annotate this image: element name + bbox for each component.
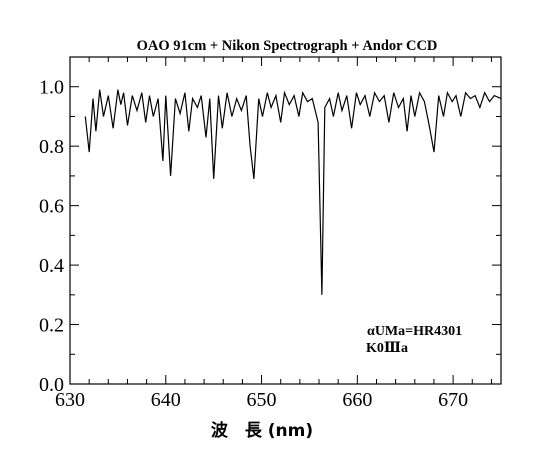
plot-frame xyxy=(69,56,502,385)
series-line xyxy=(84,89,502,295)
x-tick-label: 640 xyxy=(151,389,181,411)
y-tick-label: 0.4 xyxy=(39,255,64,277)
annotation-spectral-type: K0Ⅲa xyxy=(366,341,408,356)
annotation-star-name: αUMa=HR4301 xyxy=(367,324,462,339)
axis-ticks xyxy=(69,56,501,385)
x-tick-label: 630 xyxy=(55,389,85,411)
y-tick-label: 0.6 xyxy=(39,196,64,218)
x-tick-label: 670 xyxy=(438,389,468,411)
y-tick-label: 1.0 xyxy=(39,77,64,99)
axis-tick-labels: 630 640 650 660 670 0.0 0.2 0.4 0.6 0.8 1.0 xyxy=(39,77,468,411)
x-axis-label: 波 長 (nm) xyxy=(211,420,313,441)
y-tick-label: 0.8 xyxy=(39,136,64,158)
chart-title: OAO 91cm + Nikon Spectrograph + Andor CC… xyxy=(137,38,438,54)
y-tick-label: 0.2 xyxy=(39,315,64,337)
x-tick-label: 660 xyxy=(342,389,372,411)
x-tick-label: 650 xyxy=(247,389,277,411)
y-tick-label: 0.0 xyxy=(39,374,64,396)
